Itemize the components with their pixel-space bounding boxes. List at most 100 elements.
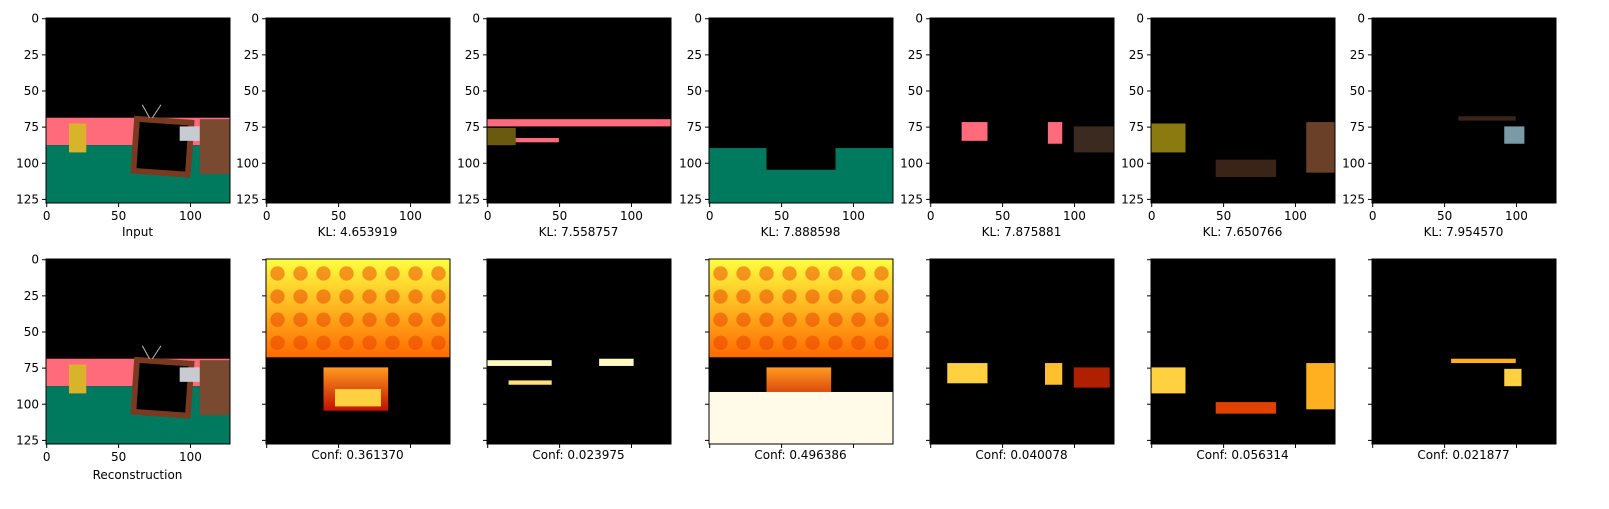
bottom-panel-2 <box>483 258 672 448</box>
x-tick-label: 50 <box>995 209 1010 223</box>
panel-caption: Conf: 0.040078 <box>975 448 1068 462</box>
top-panel-0: 0 50 100 0 25 50 75 100 125 <box>16 12 231 223</box>
y-tick-label: 25 <box>1129 48 1144 62</box>
y-tick-label: 0 <box>472 12 480 26</box>
y-tick-label: 75 <box>687 120 702 134</box>
x-tick-label: 50 <box>111 209 126 223</box>
y-tick-label: 125 <box>900 192 923 206</box>
x-tick-label: 50 <box>1216 209 1231 223</box>
y-tick-label: 125 <box>236 192 259 206</box>
x-tick-label: 100 <box>399 209 422 223</box>
panel-caption: Conf: 0.496386 <box>754 448 847 462</box>
x-tick-label: 50 <box>552 209 567 223</box>
x-tick-label: 100 <box>179 450 202 464</box>
x-tick-label: 0 <box>263 209 271 223</box>
top-panel-6: 0 50 100 0 25 50 75 100 125 <box>1342 12 1557 223</box>
panel-caption: KL: 4.653919 <box>317 225 398 239</box>
y-tick-label: 75 <box>24 361 39 375</box>
bottom-panel-0: 0 50 100 0 25 50 75 100 125 <box>16 253 231 464</box>
top-panel-4: 0 50 100 0 25 50 75 100 125 <box>900 12 1115 223</box>
y-tick-label: 100 <box>457 156 480 170</box>
y-tick-label: 25 <box>244 48 259 62</box>
y-tick-label: 100 <box>679 156 702 170</box>
x-tick-label: 100 <box>620 209 643 223</box>
x-tick-label: 0 <box>43 209 51 223</box>
y-tick-label: 100 <box>1342 156 1365 170</box>
y-tick-label: 75 <box>1129 120 1144 134</box>
y-tick-label: 125 <box>457 192 480 206</box>
y-tick-label: 25 <box>1350 48 1365 62</box>
y-tick-label: 50 <box>465 84 480 98</box>
x-tick-label: 0 <box>927 209 935 223</box>
y-tick-label: 25 <box>908 48 923 62</box>
y-tick-label: 100 <box>900 156 923 170</box>
panel-caption: Conf: 0.056314 <box>1196 448 1289 462</box>
y-tick-label: 0 <box>31 12 39 26</box>
y-tick-label: 0 <box>1136 12 1144 26</box>
x-tick-label: 0 <box>1369 209 1377 223</box>
y-tick-label: 0 <box>915 12 923 26</box>
y-tick-label: 100 <box>16 156 39 170</box>
y-tick-label: 50 <box>244 84 259 98</box>
y-tick-label: 50 <box>1129 84 1144 98</box>
x-tick-label: 0 <box>484 209 492 223</box>
y-tick-label: 25 <box>24 289 39 303</box>
x-tick-label: 100 <box>1284 209 1307 223</box>
x-tick-label: 0 <box>706 209 714 223</box>
top-panel-1: 0 50 100 0 25 50 75 100 125 <box>236 12 451 223</box>
x-tick-label: 0 <box>1148 209 1156 223</box>
panel-caption: KL: 7.650766 <box>1202 225 1283 239</box>
y-tick-label: 75 <box>465 120 480 134</box>
x-tick-label: 0 <box>43 450 51 464</box>
x-tick-label: 50 <box>331 209 346 223</box>
panel-caption: Conf: 0.021877 <box>1417 448 1510 462</box>
y-tick-label: 25 <box>465 48 480 62</box>
x-tick-label: 50 <box>774 209 789 223</box>
panel-caption: KL: 7.558757 <box>538 225 619 239</box>
panel-caption: Conf: 0.361370 <box>311 448 404 462</box>
y-tick-label: 50 <box>1350 84 1365 98</box>
bottom-panel-6 <box>1368 258 1557 448</box>
x-tick-label: 100 <box>179 209 202 223</box>
y-tick-label: 50 <box>24 84 39 98</box>
top-panel-5: 0 50 100 0 25 50 75 100 125 <box>1121 12 1336 223</box>
bottom-panel-1 <box>262 258 451 448</box>
y-tick-label: 100 <box>16 397 39 411</box>
y-tick-label: 75 <box>1350 120 1365 134</box>
y-tick-label: 25 <box>687 48 702 62</box>
panel-caption: KL: 7.875881 <box>981 225 1062 239</box>
y-tick-label: 0 <box>251 12 259 26</box>
x-tick-label: 100 <box>1063 209 1086 223</box>
y-tick-label: 50 <box>24 325 39 339</box>
x-tick-label: 100 <box>842 209 865 223</box>
bottom-panel-5 <box>1147 258 1336 448</box>
y-tick-label: 25 <box>24 48 39 62</box>
y-tick-label: 100 <box>1121 156 1144 170</box>
panel-caption: Reconstruction <box>92 468 183 482</box>
top-panel-3: 0 50 100 0 25 50 75 100 125 <box>679 12 894 223</box>
x-tick-label: 100 <box>1505 209 1528 223</box>
y-tick-label: 50 <box>687 84 702 98</box>
y-tick-label: 100 <box>236 156 259 170</box>
y-tick-label: 75 <box>908 120 923 134</box>
panel-caption: KL: 7.954570 <box>1423 225 1504 239</box>
y-tick-label: 125 <box>16 433 39 447</box>
y-tick-label: 50 <box>908 84 923 98</box>
y-tick-label: 0 <box>31 253 39 267</box>
panel-caption: Conf: 0.023975 <box>532 448 625 462</box>
y-tick-label: 75 <box>244 120 259 134</box>
y-tick-label: 125 <box>16 192 39 206</box>
y-tick-label: 125 <box>1121 192 1144 206</box>
x-tick-label: 50 <box>111 450 126 464</box>
y-tick-label: 75 <box>24 120 39 134</box>
bottom-panel-4 <box>926 258 1115 448</box>
y-tick-label: 125 <box>679 192 702 206</box>
bottom-panel-3 <box>705 258 894 448</box>
y-tick-label: 0 <box>694 12 702 26</box>
x-tick-label: 50 <box>1437 209 1452 223</box>
y-tick-label: 125 <box>1342 192 1365 206</box>
y-tick-label: 0 <box>1357 12 1365 26</box>
panel-caption: KL: 7.888598 <box>760 225 841 239</box>
panel-caption: Input <box>121 225 154 239</box>
